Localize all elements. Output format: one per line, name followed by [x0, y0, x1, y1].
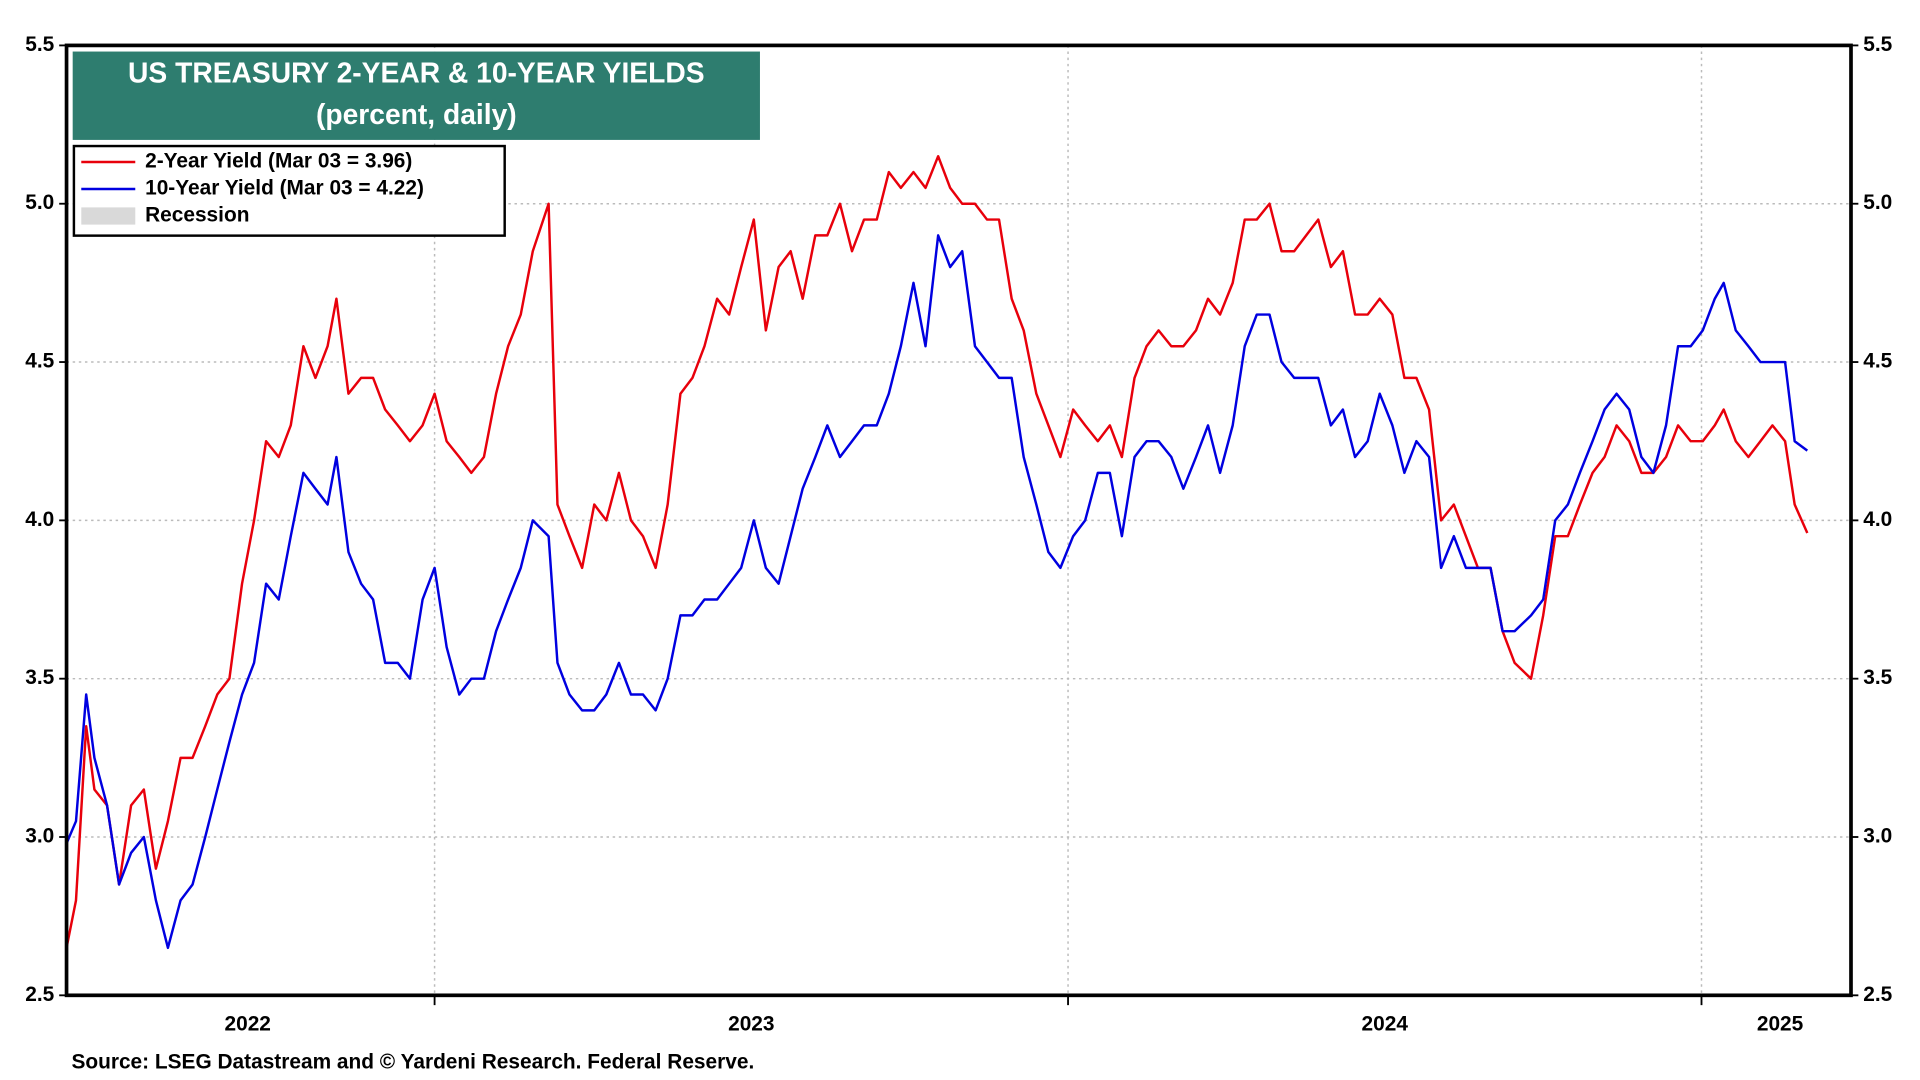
title-box	[72, 51, 760, 140]
y-tick-label: 3.0	[25, 825, 54, 848]
plot-frame	[64, 43, 1853, 998]
series-line	[65, 234, 1809, 950]
y2-tick-label: 2.5	[1863, 983, 1892, 1006]
x-tick-label: 2025	[1757, 1012, 1804, 1035]
x-tick-label: 2024	[1362, 1012, 1409, 1035]
y2-tick-label: 5.5	[1863, 33, 1892, 56]
y2-tick-label: 4.0	[1863, 508, 1892, 531]
y-tick-label: 3.5	[25, 666, 54, 689]
legend-label: 2-Year Yield (Mar 03 = 3.96)	[145, 150, 412, 173]
y2-tick-label: 3.0	[1863, 825, 1892, 848]
y-tick-label: 5.0	[25, 191, 54, 214]
series-line	[65, 155, 1809, 949]
y-tick-label: 4.5	[25, 350, 54, 373]
y2-tick-label: 5.0	[1863, 191, 1892, 214]
legend-swatch	[81, 207, 136, 225]
legend-label: 10-Year Yield (Mar 03 = 4.22)	[145, 177, 424, 200]
x-tick-label: 2023	[728, 1012, 774, 1035]
y-tick-label: 4.0	[25, 508, 54, 531]
legend-label: Recession	[145, 204, 249, 227]
y2-tick-label: 3.5	[1863, 666, 1892, 689]
legend-box	[72, 144, 506, 237]
x-tick-label: 2022	[225, 1012, 271, 1035]
y2-tick-label: 4.5	[1863, 350, 1892, 373]
chart-subtitle: (percent, daily)	[316, 98, 517, 130]
y-tick-label: 2.5	[25, 983, 54, 1006]
chart-title: US TREASURY 2-YEAR & 10-YEAR YIELDS	[128, 56, 705, 88]
y-tick-label: 5.5	[25, 33, 54, 56]
source: Source: LSEG Datastream and © Yardeni Re…	[71, 1050, 754, 1073]
